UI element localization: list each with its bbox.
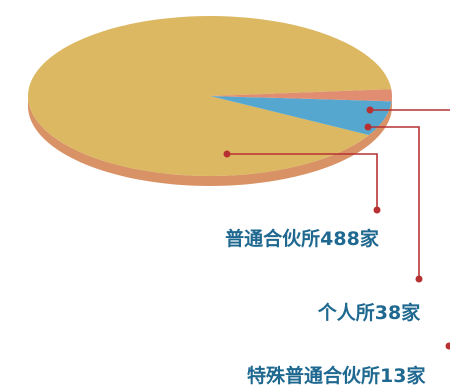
slice-special-general-partnership	[210, 89, 393, 102]
leader-general-partnership-dot-0	[223, 150, 231, 158]
leader-sole-proprietor	[364, 123, 423, 283]
leader-special-general-partnership-dot-end	[445, 342, 450, 350]
leader-sole-proprietor-line	[368, 126, 420, 279]
slice-general-partnership	[27, 15, 392, 176]
leader-sole-proprietor-dot-0	[364, 123, 372, 131]
slice-sole-proprietor	[210, 96, 392, 136]
label-general-partnership: 普通合伙所488家	[225, 227, 380, 250]
label-special-general-partnership: 特殊普通合伙所13家	[247, 364, 426, 386]
leader-lines	[223, 106, 450, 350]
leader-general-partnership	[223, 150, 381, 214]
leader-general-partnership-dot-1	[373, 206, 381, 214]
leader-special-general-partnership-dot-0	[366, 106, 374, 114]
pie-slices	[27, 15, 393, 176]
leader-special-general-partnership	[366, 106, 450, 114]
leader-sole-proprietor-dot-1	[415, 275, 423, 283]
leader-general-partnership-line	[227, 153, 378, 210]
label-sole-proprietor: 个人所38家	[317, 301, 421, 324]
data-labels: 普通合伙所488家 个人所38家 特殊普通合伙所13家	[225, 227, 426, 386]
